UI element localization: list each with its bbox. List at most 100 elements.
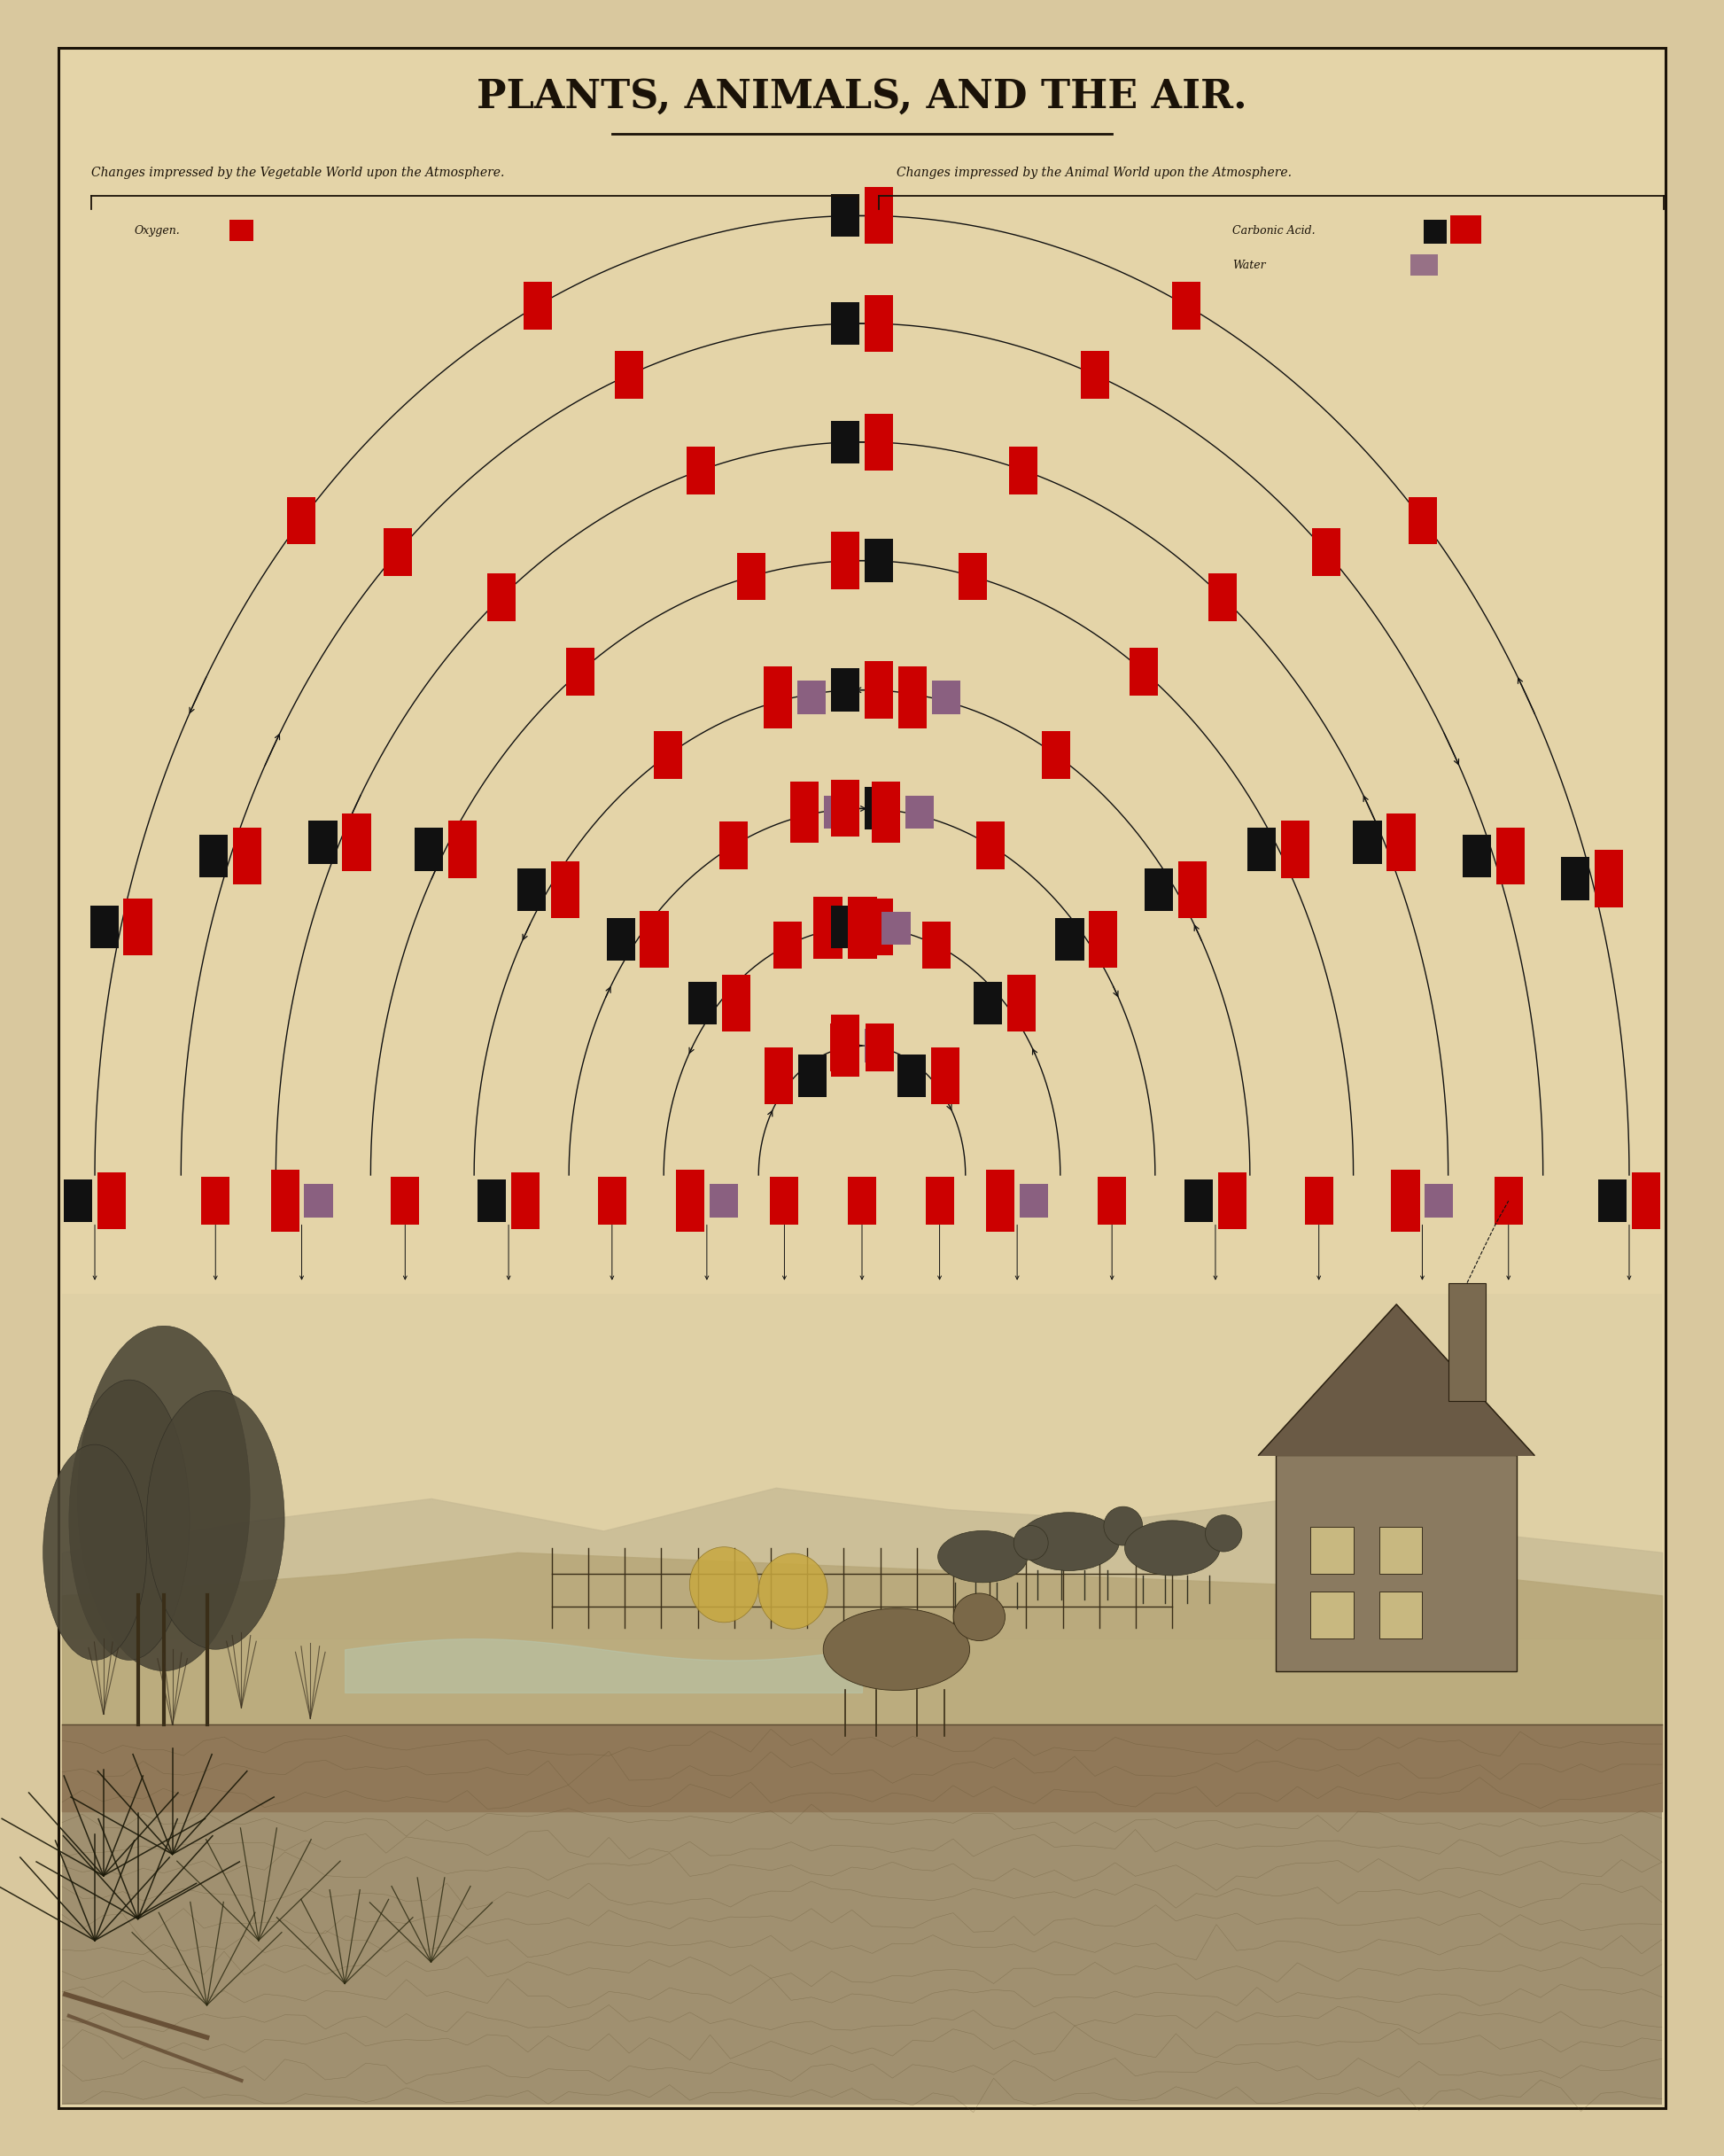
Ellipse shape xyxy=(1103,1507,1143,1546)
Bar xyxy=(926,1177,953,1225)
Bar xyxy=(846,912,876,944)
Bar xyxy=(1598,1179,1627,1222)
Bar xyxy=(931,1048,960,1104)
Bar xyxy=(1209,573,1238,621)
Bar xyxy=(922,921,950,968)
Bar xyxy=(796,681,826,714)
Bar xyxy=(872,780,900,843)
Bar xyxy=(1184,1179,1214,1222)
Bar xyxy=(831,668,860,711)
Bar xyxy=(831,194,860,237)
Bar xyxy=(200,834,228,877)
Bar xyxy=(343,813,371,871)
Text: Changes impressed by the Vegetable World upon the Atmosphere.: Changes impressed by the Vegetable World… xyxy=(91,166,505,179)
Bar xyxy=(824,796,852,828)
Bar xyxy=(864,414,893,470)
Bar xyxy=(510,1173,540,1229)
Bar xyxy=(640,912,669,968)
Bar xyxy=(1098,1177,1126,1225)
Bar xyxy=(831,302,860,345)
Bar xyxy=(1410,254,1438,276)
Bar xyxy=(1305,1177,1333,1225)
Bar xyxy=(448,821,476,877)
Bar xyxy=(686,446,715,494)
Bar xyxy=(774,921,802,968)
Bar xyxy=(517,869,545,912)
Bar xyxy=(864,539,893,582)
Bar xyxy=(1448,1283,1486,1401)
Bar xyxy=(1631,1173,1660,1229)
Bar xyxy=(524,282,552,330)
Bar xyxy=(62,1725,1662,2104)
Bar xyxy=(1055,918,1084,962)
Bar xyxy=(1495,1177,1522,1225)
Ellipse shape xyxy=(953,1593,1005,1641)
Bar xyxy=(607,918,634,962)
Bar xyxy=(1281,821,1310,877)
Bar xyxy=(883,912,910,944)
Bar xyxy=(771,1177,798,1225)
Polygon shape xyxy=(1259,1304,1534,1455)
Bar xyxy=(383,528,412,576)
Bar xyxy=(1496,828,1524,884)
Ellipse shape xyxy=(69,1380,190,1660)
Bar xyxy=(1041,731,1071,778)
Ellipse shape xyxy=(759,1552,828,1630)
Bar xyxy=(719,821,748,869)
Bar xyxy=(1595,849,1622,908)
Bar xyxy=(864,899,893,955)
Bar xyxy=(831,533,860,589)
Text: Oxygen.: Oxygen. xyxy=(134,224,181,237)
Bar xyxy=(864,787,893,830)
Text: PLANTS, ANIMALS, AND THE AIR.: PLANTS, ANIMALS, AND THE AIR. xyxy=(478,78,1246,116)
Bar xyxy=(1379,1591,1422,1639)
Bar xyxy=(1379,1526,1422,1574)
Bar xyxy=(1145,869,1174,912)
Bar xyxy=(829,1024,859,1072)
Bar xyxy=(1462,834,1491,877)
Bar xyxy=(764,1048,793,1104)
Bar xyxy=(1450,216,1481,244)
Bar xyxy=(1312,528,1341,576)
Bar xyxy=(1217,1173,1246,1229)
Bar xyxy=(229,220,253,241)
Bar xyxy=(864,295,893,351)
Bar xyxy=(303,1184,333,1218)
Bar xyxy=(90,906,119,949)
Bar xyxy=(831,780,860,837)
Bar xyxy=(62,1294,1662,2104)
Bar xyxy=(688,981,717,1024)
Bar xyxy=(1081,351,1109,399)
Bar xyxy=(1409,498,1438,545)
Bar xyxy=(831,1015,860,1076)
Bar xyxy=(864,1028,893,1063)
Bar xyxy=(1007,975,1036,1031)
Bar xyxy=(905,796,934,828)
Ellipse shape xyxy=(690,1548,759,1621)
Bar xyxy=(848,897,878,959)
Ellipse shape xyxy=(938,1531,1028,1583)
Bar xyxy=(865,1024,895,1072)
Bar xyxy=(710,1184,738,1218)
Bar xyxy=(933,681,960,714)
Bar xyxy=(848,1177,876,1225)
Bar xyxy=(1248,828,1276,871)
Bar xyxy=(898,1054,926,1097)
Ellipse shape xyxy=(1019,1514,1119,1570)
Bar xyxy=(814,897,841,959)
Bar xyxy=(1179,862,1207,918)
Bar xyxy=(1560,858,1590,899)
Ellipse shape xyxy=(1124,1520,1221,1576)
FancyBboxPatch shape xyxy=(59,47,1665,2109)
Bar xyxy=(1310,1591,1353,1639)
Ellipse shape xyxy=(78,1326,250,1671)
Bar xyxy=(598,1177,626,1225)
Bar xyxy=(1172,282,1200,330)
Ellipse shape xyxy=(1205,1516,1241,1552)
Ellipse shape xyxy=(1014,1526,1048,1561)
Ellipse shape xyxy=(43,1445,147,1660)
Bar xyxy=(286,498,315,545)
Bar xyxy=(550,862,579,918)
Bar xyxy=(309,821,338,865)
Ellipse shape xyxy=(824,1608,969,1690)
